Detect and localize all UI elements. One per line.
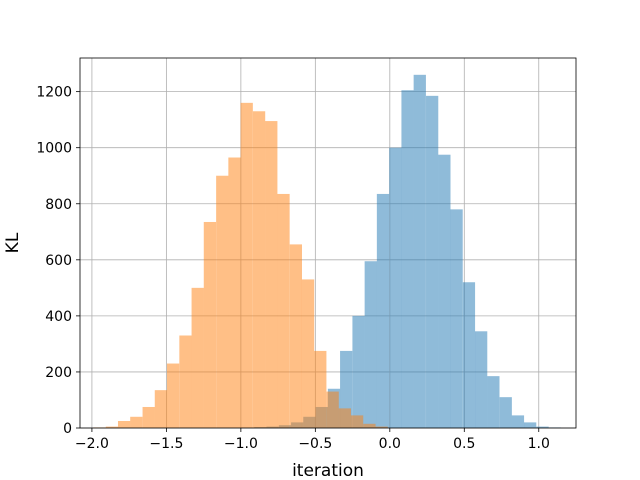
- histogram-bar: [475, 331, 488, 428]
- histogram-bar: [364, 261, 377, 428]
- histogram-bar: [363, 423, 376, 428]
- histogram-bar: [389, 147, 402, 429]
- histogram-bar: [166, 363, 180, 428]
- plot-frame: [79, 57, 577, 429]
- x-tick-label: −2.0: [75, 436, 109, 452]
- histogram-bar: [301, 279, 315, 428]
- histogram-bar: [401, 90, 414, 428]
- y-tick-label: 600: [45, 253, 72, 269]
- histogram-bar: [105, 426, 119, 428]
- ticks-layer: −2.0 −1.5 −1.0 −0.5 0.0 0.5 1.0 0 200 400 600 800 10…: [36, 85, 550, 452]
- histogram-bar: [511, 415, 525, 428]
- histogram-bar: [326, 391, 339, 428]
- histogram-bar: [117, 420, 131, 428]
- y-tick-label: 400: [45, 309, 72, 325]
- x-tick-label: 0.5: [453, 436, 475, 452]
- plot-background: [80, 58, 576, 428]
- histogram-series-2: [93, 102, 388, 429]
- histogram-bar: [536, 426, 549, 428]
- histogram-bar: [154, 390, 168, 428]
- histogram-bar: [413, 74, 426, 429]
- histogram-bar: [240, 102, 253, 429]
- y-tick-label: 0: [63, 421, 72, 437]
- histogram-bar: [487, 376, 500, 428]
- histogram-bar: [338, 408, 351, 428]
- bars-layer: [93, 74, 561, 429]
- histogram-bar: [142, 406, 155, 428]
- histogram-bar: [130, 416, 143, 428]
- y-tick-label: 1200: [36, 85, 72, 101]
- histogram-bar: [265, 121, 278, 429]
- histogram-bar: [289, 244, 302, 428]
- histogram-bar: [350, 415, 364, 428]
- histogram-bar: [376, 193, 390, 428]
- histogram-bar: [462, 282, 476, 428]
- histogram-bar: [375, 426, 388, 428]
- x-tick-label: −1.5: [149, 436, 183, 452]
- x-tick-label: −0.5: [298, 436, 332, 452]
- x-tick-label: −1.0: [224, 436, 258, 452]
- y-tick-label: 800: [45, 197, 72, 213]
- y-tick-label: 200: [45, 365, 72, 381]
- histogram-bar: [277, 193, 290, 428]
- histogram-bar: [450, 209, 463, 428]
- histogram-bar: [524, 422, 537, 428]
- histogram-bar: [216, 175, 229, 428]
- histogram-bar: [352, 315, 365, 428]
- y-tick-label: 1000: [36, 141, 72, 157]
- histogram-bar: [203, 221, 217, 428]
- histogram-series-1: [254, 74, 561, 429]
- histogram-bar: [228, 157, 241, 428]
- histogram-bar: [314, 350, 327, 428]
- y-axis-label: KL: [3, 232, 23, 253]
- histogram-bar: [252, 111, 266, 429]
- histogram-bar: [191, 287, 204, 428]
- x-tick-label: 0.0: [379, 436, 401, 452]
- histogram-bar: [438, 154, 451, 429]
- histogram-bar: [179, 335, 192, 428]
- histogram-bar: [426, 95, 439, 428]
- histogram-bar: [499, 397, 512, 428]
- x-axis-label: iteration: [292, 461, 364, 480]
- x-tick-label: 1.0: [528, 436, 550, 452]
